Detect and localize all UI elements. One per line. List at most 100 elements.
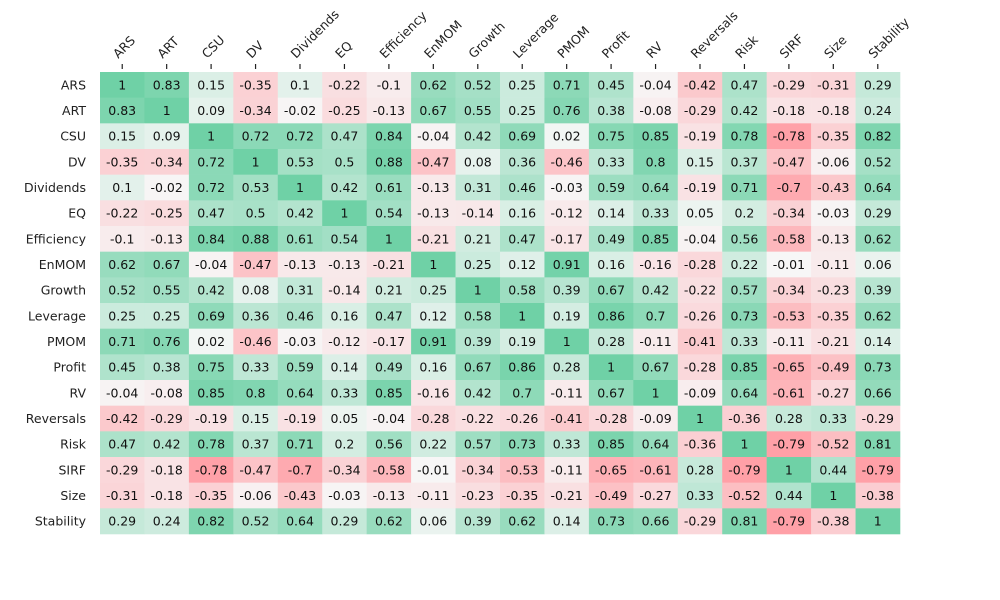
cell-value-label: 0.54 <box>375 206 403 221</box>
cell-value-label: 0.62 <box>864 231 892 246</box>
cell-value-label: 0.16 <box>331 308 359 323</box>
cell-value-label: -0.29 <box>150 411 182 426</box>
heatmap-cell-ars-leverage <box>500 72 545 98</box>
heatmap-cell-efficiency-csu <box>188 226 234 252</box>
heatmap-cell-dividends-enmom <box>411 174 456 201</box>
cell-value-label: -0.36 <box>728 411 760 426</box>
cell-value-label: 0.69 <box>508 129 536 144</box>
cell-value-label: 0.31 <box>464 180 492 195</box>
heatmap-cell-rv-growth <box>455 380 501 406</box>
heatmap-cell-leverage-dividends <box>277 303 323 329</box>
cell-value-label: 0.8 <box>646 154 666 169</box>
heatmap-cell-growth-stability <box>855 277 901 304</box>
heatmap-cell-leverage-stability <box>855 303 901 329</box>
heatmap-cell-size-enmom <box>411 482 456 509</box>
cell-value-label: -0.79 <box>728 462 760 477</box>
heatmap-cell-reversals-art <box>144 405 190 432</box>
heatmap-cell-ars-sirf <box>766 72 812 98</box>
heatmap-cell-size-leverage <box>500 482 545 509</box>
heatmap-cell-sirf-eq <box>322 457 367 483</box>
cell-value-label: -0.16 <box>417 385 449 400</box>
cell-value-label: -0.04 <box>373 411 405 426</box>
cell-value-label: 0.85 <box>642 231 670 246</box>
cell-value-label: -0.31 <box>106 488 138 503</box>
heatmap-cell-risk-leverage <box>500 431 545 458</box>
heatmap-cell-reversals-size <box>811 405 856 432</box>
heatmap-cell-profit-art <box>144 354 190 381</box>
cell-value-label: 0.29 <box>331 514 359 529</box>
heatmap-cell-rv-leverage <box>500 380 545 406</box>
cell-value-label: 0.21 <box>464 231 492 246</box>
heatmap-cell-csu-dividends <box>277 123 323 150</box>
cell-value-label: 0.85 <box>642 129 670 144</box>
cell-value-label: 0.55 <box>153 283 181 298</box>
heatmap-cell-sirf-profit <box>588 457 634 483</box>
cell-value-label: 0.52 <box>864 154 892 169</box>
heatmap-cell-art-dividends <box>277 97 323 124</box>
heatmap-cell-dv-growth <box>455 149 501 175</box>
cell-value-label: 0.02 <box>197 334 225 349</box>
cell-value-label: 0.25 <box>464 257 492 272</box>
heatmap-cell-reversals-csu <box>188 405 234 432</box>
cell-value-label: 0.64 <box>642 180 670 195</box>
heatmap-cell-eq-eq <box>322 200 367 227</box>
cell-value-label: -0.29 <box>684 514 716 529</box>
heatmap-cell-eq-csu <box>188 200 234 227</box>
cell-value-label: -0.42 <box>684 77 716 92</box>
cell-value-label: -0.18 <box>773 103 805 118</box>
heatmap-cell-pmom-risk <box>722 328 767 355</box>
heatmap-cell-enmom-eq <box>322 251 367 278</box>
cell-value-label: -0.04 <box>639 77 671 92</box>
cell-value-label: -0.03 <box>284 334 316 349</box>
cell-value-label: 0.19 <box>553 308 581 323</box>
heatmap-cell-size-csu <box>188 482 234 509</box>
heatmap-cell-csu-csu <box>188 123 234 150</box>
cell-value-label: 0.64 <box>286 385 314 400</box>
cell-value-label: -0.34 <box>773 206 805 221</box>
heatmap-cell-risk-size <box>811 431 856 458</box>
cell-value-label: -0.11 <box>817 257 849 272</box>
heatmap-cell-efficiency-stability <box>855 226 901 252</box>
heatmap-cell-art-art <box>144 97 190 124</box>
cell-value-label: 1 <box>563 334 571 349</box>
heatmap-cell-csu-dv <box>233 123 279 150</box>
heatmap-cell-art-size <box>811 97 856 124</box>
heatmap-cell-stability-stability <box>855 508 901 535</box>
cell-value-label: -0.06 <box>239 488 271 503</box>
cell-value-label: 0.67 <box>153 257 181 272</box>
cell-value-label: 0.24 <box>153 514 181 529</box>
heatmap-cell-growth-dv <box>233 277 279 304</box>
cell-value-label: 0.71 <box>731 180 759 195</box>
heatmap-cell-size-art <box>144 482 190 509</box>
x-label-leverage: Leverage <box>510 9 562 61</box>
heatmap-cell-efficiency-risk <box>722 226 767 252</box>
cell-value-label: 0.46 <box>508 180 536 195</box>
cell-value-label: 0.58 <box>508 283 536 298</box>
cell-value-label: 0.44 <box>775 488 803 503</box>
heatmap-cell-efficiency-art <box>144 226 190 252</box>
cell-value-label: 0.76 <box>553 103 581 118</box>
cell-value-label: -0.02 <box>150 180 182 195</box>
heatmap-cell-stability-growth <box>455 508 501 535</box>
cell-value-label: -0.08 <box>150 385 182 400</box>
heatmap-cell-pmom-stability <box>855 328 901 355</box>
heatmap-cell-dividends-efficiency <box>366 174 412 201</box>
heatmap-cell-rv-rv <box>633 380 679 406</box>
heatmap-cell-risk-rv <box>633 431 679 458</box>
cell-value-label: 0.33 <box>686 488 714 503</box>
heatmap-cell-art-reversals <box>677 97 723 124</box>
cell-value-label: 0.05 <box>686 206 714 221</box>
cell-value-label: -0.35 <box>106 154 138 169</box>
cell-value-label: 0.83 <box>153 77 181 92</box>
cell-value-label: 1 <box>829 488 837 503</box>
heatmap-cell-growth-efficiency <box>366 277 412 304</box>
cell-value-label: 0.36 <box>508 154 536 169</box>
cell-value-label: -0.21 <box>417 231 449 246</box>
heatmap-cell-eq-size <box>811 200 856 227</box>
heatmap-cell-csu-leverage <box>500 123 545 150</box>
heatmap-cell-art-risk <box>722 97 767 124</box>
heatmap-cell-efficiency-eq <box>322 226 367 252</box>
cell-value-label: 0.33 <box>553 437 581 452</box>
cell-value-label: 0.45 <box>597 77 625 92</box>
heatmap-cell-eq-sirf <box>766 200 812 227</box>
